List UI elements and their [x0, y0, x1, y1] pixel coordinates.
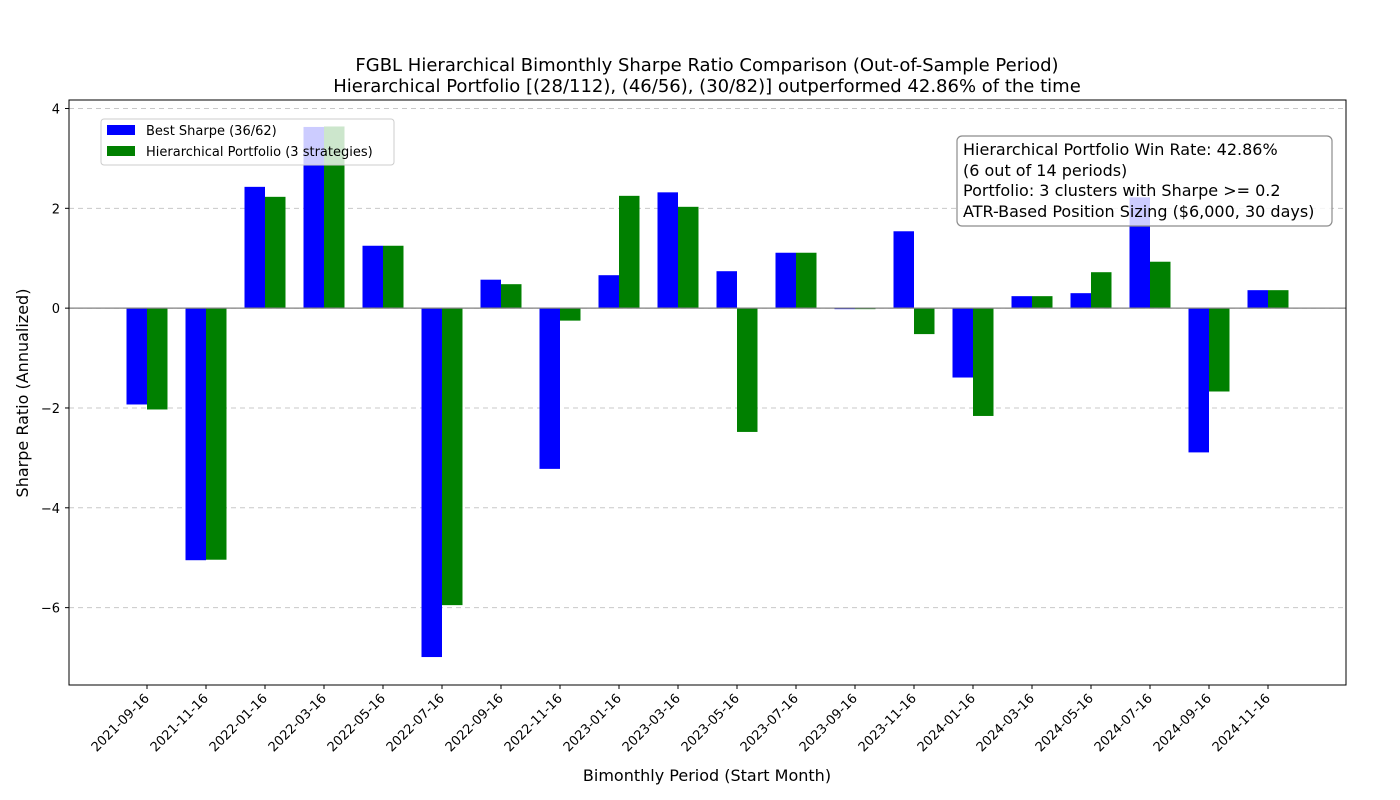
bar-series-0-2022-03-16	[303, 126, 324, 309]
legend-label-best-sharpe: Best Sharpe (36/62)	[146, 124, 277, 139]
bar-series-1-2022-09-16	[501, 284, 522, 309]
bar-series-0-2024-09-16	[1188, 308, 1209, 453]
annotation-line-4: ATR-Based Position Sizing ($6,000, 30 da…	[963, 202, 1314, 221]
x-tick-label-5: 2022-07-16	[384, 691, 448, 755]
bar-series-1-2023-11-16	[914, 308, 935, 335]
x-tick-label-4: 2022-05-16	[325, 691, 389, 755]
annotation-line-1: Hierarchical Portfolio Win Rate: 42.86%	[963, 140, 1278, 159]
x-axis-ticks: 2021-09-162021-11-162022-01-162022-03-16…	[89, 685, 1274, 755]
y-tick-label-1: −4	[41, 502, 60, 517]
win-rate-annotation: Hierarchical Portfolio Win Rate: 42.86% …	[956, 135, 1333, 227]
bar-series-0-2024-11-16	[1247, 290, 1268, 309]
y-tick-label-2: −2	[41, 402, 60, 417]
bar-series-1-2022-03-16	[324, 126, 345, 309]
bar-series-0-2022-11-16	[539, 308, 560, 469]
bar-series-1-2024-07-16	[1150, 261, 1171, 309]
x-tick-label-17: 2024-07-16	[1092, 691, 1156, 755]
x-tick-label-6: 2022-09-16	[443, 691, 507, 755]
x-tick-label-16: 2024-05-16	[1033, 691, 1097, 755]
bar-series-0-2021-11-16	[185, 308, 206, 561]
bar-series-1-2024-09-16	[1209, 308, 1230, 392]
x-tick-label-18: 2024-09-16	[1151, 691, 1215, 755]
x-tick-label-2: 2022-01-16	[207, 691, 271, 755]
x-tick-label-19: 2024-11-16	[1210, 691, 1274, 755]
x-tick-label-12: 2023-09-16	[797, 691, 861, 755]
bar-series-1-2022-07-16	[442, 308, 463, 606]
bar-series-0-2022-05-16	[362, 245, 383, 309]
plot-area-frame	[68, 99, 1347, 686]
x-tick-label-0: 2021-09-16	[89, 691, 153, 755]
bar-series-0-2024-05-16	[1070, 293, 1091, 309]
annotation-box	[956, 135, 1333, 227]
bar-series-1-2023-07-16	[796, 252, 817, 309]
bar-series-1-2021-09-16	[147, 308, 168, 410]
bar-series-1-2022-05-16	[383, 245, 404, 309]
x-tick-label-13: 2023-11-16	[856, 691, 920, 755]
legend: Best Sharpe (36/62) Hierarchical Portfol…	[100, 118, 395, 166]
bar-series-1-2023-05-16	[737, 308, 758, 432]
legend-box	[100, 118, 395, 166]
x-axis-label: Bimonthly Period (Start Month)	[583, 766, 831, 785]
annotation-line-2: (6 out of 14 periods)	[963, 161, 1127, 180]
y-axis-ticks: −6 −4 −2 0 2 4	[41, 102, 69, 617]
y-tick-label-4: 2	[52, 202, 60, 217]
legend-swatch-hierarchical	[107, 146, 135, 156]
bar-series-0-2023-03-16	[657, 192, 678, 309]
x-tick-label-15: 2024-03-16	[974, 691, 1038, 755]
x-tick-label-9: 2023-03-16	[620, 691, 684, 755]
bar-series-0-2024-03-16	[1011, 296, 1032, 309]
bar-series-1-2023-01-16	[619, 195, 640, 309]
bar-series-0-2021-09-16	[126, 308, 147, 405]
x-tick-label-3: 2022-03-16	[266, 691, 330, 755]
bar-series-0-2022-01-16	[244, 186, 265, 309]
bar-series-1-2023-03-16	[678, 206, 699, 309]
bar-series-0-2024-01-16	[952, 308, 973, 378]
legend-swatch-best-sharpe	[107, 125, 135, 135]
y-axis-label: Sharpe Ratio (Annualized)	[13, 289, 32, 498]
x-tick-label-8: 2023-01-16	[561, 691, 625, 755]
bar-series-0-2023-11-16	[893, 231, 914, 309]
legend-label-hierarchical: Hierarchical Portfolio (3 strategies)	[146, 145, 373, 160]
chart-title: FGBL Hierarchical Bimonthly Sharpe Ratio…	[355, 55, 1058, 76]
bar-series	[126, 126, 1289, 658]
chart-subtitle: Hierarchical Portfolio [(28/112), (46/56…	[333, 76, 1081, 97]
bar-series-1-2024-01-16	[973, 308, 994, 416]
x-tick-label-1: 2021-11-16	[148, 691, 212, 755]
bar-series-1-2021-11-16	[206, 308, 227, 560]
bar-series-0-2023-01-16	[598, 275, 619, 309]
y-tick-label-3: 0	[52, 302, 60, 317]
bar-series-1-2024-03-16	[1032, 296, 1053, 309]
x-tick-label-14: 2024-01-16	[915, 691, 979, 755]
annotation-line-3: Portfolio: 3 clusters with Sharpe >= 0.2	[963, 181, 1281, 200]
x-tick-label-7: 2022-11-16	[502, 691, 566, 755]
y-tick-label-0: −6	[41, 602, 60, 617]
bar-series-0-2022-07-16	[421, 308, 442, 658]
bar-series-0-2022-09-16	[480, 279, 501, 309]
y-tick-label-5: 4	[52, 102, 60, 117]
bar-series-1-2022-11-16	[560, 308, 581, 321]
x-tick-label-11: 2023-07-16	[738, 691, 802, 755]
bar-series-1-2024-05-16	[1091, 272, 1112, 309]
bar-series-0-2023-07-16	[775, 252, 796, 309]
bar-series-0-2023-05-16	[716, 271, 737, 309]
x-tick-label-10: 2023-05-16	[679, 691, 743, 755]
bar-series-1-2024-11-16	[1268, 290, 1289, 309]
bar-series-1-2022-01-16	[265, 196, 286, 309]
